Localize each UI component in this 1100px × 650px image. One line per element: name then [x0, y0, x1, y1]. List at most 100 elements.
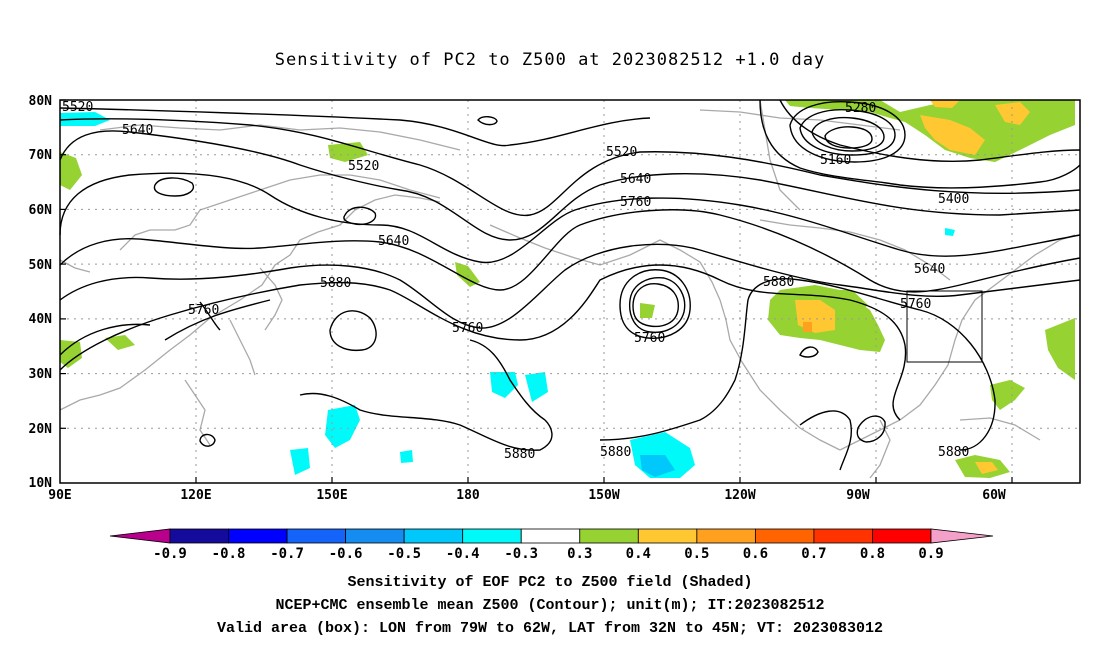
negative-shading	[290, 448, 310, 475]
colorbar-label: 0.4	[626, 546, 651, 562]
lon-label: 150E	[316, 488, 347, 503]
lat-label: 50N	[29, 258, 53, 273]
contour-label: 5520	[348, 159, 379, 174]
positive-shading	[105, 335, 135, 350]
contour-label: 5520	[606, 145, 637, 160]
colorbar-label: -0.5	[387, 546, 421, 562]
colorbar-label: 0.7	[801, 546, 826, 562]
contour-label: 5640	[378, 234, 409, 249]
lon-label: 120E	[180, 488, 211, 503]
coastlines	[59, 99, 1076, 479]
positive-shading	[930, 100, 960, 108]
contour-label: 5760	[452, 321, 483, 336]
colorbar-lower-arrow	[109, 528, 171, 544]
negative-shading	[325, 405, 360, 448]
colorbar-box	[579, 528, 639, 544]
contour-label: 5880	[938, 445, 969, 460]
lon-label: 120W	[724, 488, 755, 503]
colorbar-label: -0.8	[212, 546, 246, 562]
negative-shading	[525, 372, 548, 402]
colorbar-box	[462, 528, 522, 544]
lat-lon-grid	[60, 100, 1080, 483]
lat-label: 60N	[29, 203, 53, 218]
colorbar-upper-arrow	[930, 528, 994, 544]
contour-label: 5760	[620, 195, 651, 210]
colorbar-box	[520, 528, 581, 544]
colorbar-box	[228, 528, 288, 544]
colorbar-box	[169, 528, 229, 544]
positive-shading	[803, 322, 812, 332]
colorbar-box	[637, 528, 698, 544]
negative-shading	[490, 372, 518, 398]
colorbar-box	[696, 528, 756, 544]
negative-shading	[945, 228, 955, 236]
lon-label: 180	[456, 488, 480, 503]
longitude-labels: 90E 120E 150E 180 150W 120W 90W 60W	[48, 488, 1006, 503]
colorbar-label: 0.8	[860, 546, 885, 562]
contour-label: 5400	[938, 192, 969, 207]
colorbar-label: 0.3	[567, 546, 592, 562]
valid-area-box	[906, 290, 983, 363]
colorbar-box	[813, 528, 873, 544]
colorbar-label: -0.3	[504, 546, 538, 562]
colorbar-box	[872, 528, 932, 544]
lat-label: 80N	[29, 94, 53, 109]
z500-contours	[59, 99, 1081, 471]
lon-label: 150W	[588, 488, 619, 503]
lat-label: 40N	[29, 312, 53, 327]
lat-label: 20N	[29, 422, 53, 437]
map-title: Sensitivity of PC2 to Z500 at 2023082512…	[274, 50, 826, 70]
lat-label: 10N	[29, 476, 53, 491]
latitude-labels: 80N 70N 60N 50N 40N 30N 20N 10N	[29, 94, 53, 491]
contour-label: 5760	[900, 297, 931, 312]
axis-ticks	[60, 99, 1013, 483]
contour-labels: 5520 5640 5520 5640 5880 5760 5760 5520 …	[62, 100, 969, 462]
positive-shading	[995, 102, 1030, 125]
positive-shading	[920, 115, 985, 155]
positive-shading	[60, 152, 82, 190]
contour-label: 5880	[320, 276, 351, 291]
contour-label: 5520	[62, 100, 93, 115]
colorbar-label: -0.7	[270, 546, 304, 562]
contour-label: 5640	[620, 172, 651, 187]
lon-label: 90W	[846, 488, 870, 503]
colorbar-label: -0.6	[329, 546, 363, 562]
colorbar-label: 0.5	[684, 546, 709, 562]
positive-shading	[455, 262, 480, 287]
colorbar-box	[403, 528, 464, 544]
colorbar: -0.9 -0.8 -0.7 -0.6 -0.5 -0.4 -0.3 0.3 0.4 0.5 0.6…	[109, 528, 994, 562]
colorbar-box	[286, 528, 347, 544]
lat-label: 70N	[29, 148, 53, 163]
colorbar-box	[754, 528, 815, 544]
contour-label: 5280	[845, 101, 876, 116]
contour-label: 5640	[914, 262, 945, 277]
contour-label: 5880	[504, 447, 535, 462]
colorbar-box	[345, 528, 405, 544]
caption-line-3: Valid area (box): LON from 79W to 62W, L…	[216, 620, 884, 637]
colorbar-label: 0.6	[743, 546, 768, 562]
map-frame	[59, 99, 1081, 484]
contour-label: 5640	[122, 123, 153, 138]
lon-label: 60W	[982, 488, 1006, 503]
positive-shading	[975, 462, 998, 474]
positive-shading	[640, 303, 655, 318]
negative-shading	[640, 455, 675, 477]
contour-label: 5760	[634, 331, 665, 346]
caption-line-1: Sensitivity of EOF PC2 to Z500 field (Sh…	[347, 574, 753, 591]
lon-label: 90E	[48, 488, 71, 503]
negative-shading	[400, 450, 413, 463]
contour-label: 5880	[600, 445, 631, 460]
lat-label: 30N	[29, 367, 53, 382]
positive-shading	[60, 340, 82, 368]
positive-shading	[990, 380, 1025, 410]
contour-label: 5880	[763, 275, 794, 290]
contour-label: 5160	[820, 153, 851, 168]
shaded-sensitivity	[60, 100, 1075, 478]
colorbar-label: -0.9	[153, 546, 187, 562]
colorbar-label: -0.4	[446, 546, 480, 562]
positive-shading	[1045, 318, 1075, 380]
contour-label: 5760	[188, 303, 219, 318]
caption-line-2: NCEP+CMC ensemble mean Z500 (Contour); u…	[275, 597, 825, 614]
colorbar-label: 0.9	[918, 546, 943, 562]
